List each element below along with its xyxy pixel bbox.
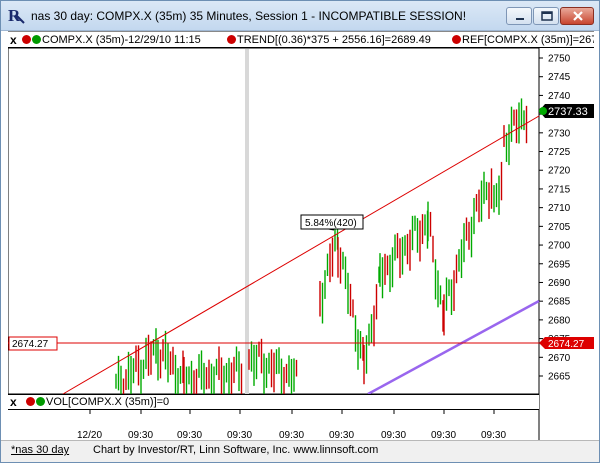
ref-price-left-box: 2674.27 (8, 336, 58, 351)
status-bar: *nas 30 day Chart by Investor/RT, Linn S… (1, 440, 599, 462)
price-tick-label: 2725 (548, 147, 571, 158)
legend-item-price-label: COMPX.X (35m)-12/29/10 11:15 (42, 34, 201, 46)
price-tick-label: 2690 (548, 278, 571, 289)
price-tick-label: 2695 (548, 259, 571, 270)
ref-price-label: 2674.27 (548, 339, 585, 350)
time-tick-label: 09:30 (431, 430, 456, 441)
price-tick-label: 2715 (548, 184, 571, 195)
close-button[interactable] (560, 7, 594, 25)
time-tick-label: 09:30 (128, 430, 153, 441)
annotation-label: 5.84%(420) (305, 218, 357, 229)
legend-item-trend[interactable]: TREND[(0.36)*375 + 2556.16]=2689.49 (227, 34, 431, 46)
price-tick-label: 2745 (548, 72, 571, 83)
time-tick-label: 12/20 (77, 430, 102, 441)
legend-dot-icon (452, 35, 461, 44)
price-tick-label: 2710 (548, 203, 571, 214)
investor-rt-logo-icon: R (8, 6, 25, 24)
price-chart[interactable]: 2750274527402735273027252720271527102705… (8, 48, 594, 441)
current-price-label: 2737.33 (548, 106, 588, 118)
price-tick-label: 2730 (548, 128, 571, 139)
volume-pane[interactable]: x VOL[COMPX.X (35m)]=0 (8, 394, 539, 410)
price-tick-label: 2700 (548, 241, 571, 252)
price-tick-label: 2665 (548, 372, 571, 383)
minimize-icon (516, 18, 524, 20)
chart-area[interactable]: x COMPX.X (35m)-12/29/10 11:15 TREND[(0.… (8, 31, 594, 441)
minimize-button[interactable] (506, 7, 532, 25)
volume-legend-item[interactable]: VOL[COMPX.X (35m)]=0 (26, 396, 169, 408)
trend-line[interactable] (62, 115, 540, 395)
price-bars (115, 98, 528, 394)
legend-item-ref[interactable]: REF[COMPX.X (35m)]=267 (452, 34, 594, 46)
workspace-link[interactable]: *nas 30 day (11, 444, 70, 456)
time-tick-label: 09:30 (329, 430, 354, 441)
price-tick-label: 2670 (548, 353, 571, 364)
legend-dot-icon (32, 35, 41, 44)
session-separator (245, 49, 249, 394)
legend-dot-icon (36, 397, 45, 406)
percent-annotation[interactable]: 5.84%(420) (300, 214, 364, 231)
credit-text: Chart by Investor/RT, Linn Software, Inc… (93, 444, 379, 456)
maximize-button[interactable] (533, 7, 559, 25)
price-tick-label: 2720 (548, 166, 571, 177)
current-price-tag: 2737.33 (539, 104, 594, 118)
window-title: nas 30 day: COMPX.X (35m) 35 Minutes, Se… (31, 9, 467, 23)
price-tick-label: 2740 (548, 91, 571, 102)
volume-legend-label: VOL[COMPX.X (35m)]=0 (46, 396, 170, 408)
time-tick-label: 09:30 (481, 430, 506, 441)
time-tick-label: 09:30 (227, 430, 252, 441)
legend-item-trend-label: TREND[(0.36)*375 + 2556.16]=2689.49 (237, 34, 431, 46)
legend-bar: x COMPX.X (35m)-12/29/10 11:15 TREND[(0.… (8, 31, 594, 48)
volume-close-button[interactable]: x (10, 395, 17, 409)
ref-price-tag: 2674.27 (539, 337, 594, 350)
time-axis: 12/20 09:30 09:30 09:30 09:30 09:30 09:30 09:30… (77, 410, 506, 441)
legend-dot-icon (26, 397, 35, 406)
legend-dot-icon (22, 35, 31, 44)
price-tick-label: 2750 (548, 54, 571, 65)
time-tick-label: 09:30 (279, 430, 304, 441)
time-tick-label: 09:30 (381, 430, 406, 441)
price-axis: 2750274527402735273027252720271527102705… (539, 54, 571, 383)
price-tick-label: 2705 (548, 222, 571, 233)
channel-line[interactable] (367, 299, 540, 396)
legend-item-price[interactable]: COMPX.X (35m)-12/29/10 11:15 (22, 34, 201, 46)
legend-item-ref-label: REF[COMPX.X (35m)]=267 (462, 34, 594, 46)
close-icon (573, 11, 583, 21)
maximize-icon (541, 11, 553, 21)
time-tick-label: 09:30 (177, 430, 202, 441)
annotation-box (300, 214, 364, 230)
ref-price-left-label: 2674.27 (12, 339, 49, 350)
title-bar[interactable]: R nas 30 day: COMPX.X (35m) 35 Minutes, … (1, 1, 599, 31)
svg-text:R: R (8, 6, 21, 24)
legend-close-button[interactable]: x (10, 33, 17, 47)
price-tick-label: 2680 (548, 315, 571, 326)
legend-dot-icon (227, 35, 236, 44)
price-tick-label: 2685 (548, 297, 571, 308)
plot-frame (8, 48, 540, 395)
